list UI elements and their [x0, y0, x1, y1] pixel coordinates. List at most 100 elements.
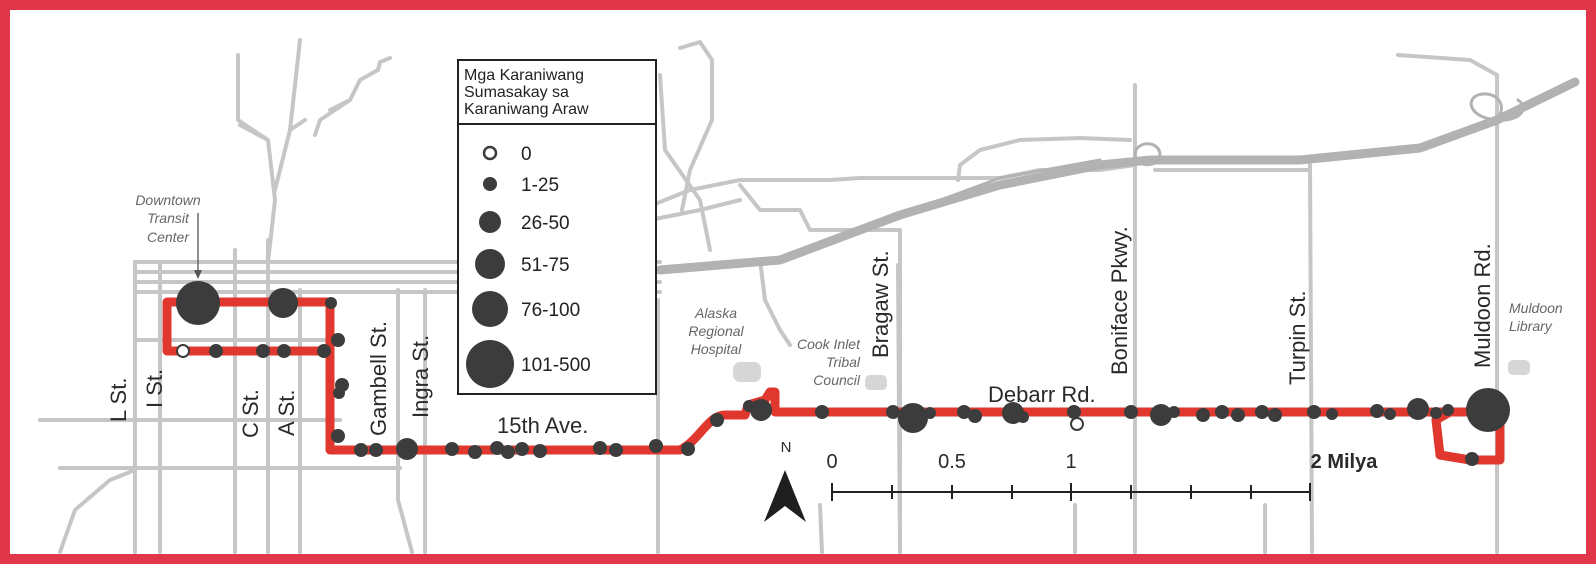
north-arrow-left-icon — [764, 470, 785, 522]
stop-marker[interactable] — [354, 443, 368, 457]
stop-marker[interactable] — [1326, 408, 1338, 420]
stop-marker[interactable] — [209, 344, 223, 358]
stop-marker[interactable] — [1407, 398, 1429, 420]
stop-marker[interactable] — [317, 344, 331, 358]
stop-marker[interactable] — [533, 444, 547, 458]
street-label-boniface: Boniface Pkwy. — [1107, 226, 1132, 375]
stop-marker[interactable] — [1124, 405, 1138, 419]
legend-label-3: 51-75 — [521, 255, 570, 276]
stop-marker[interactable] — [1067, 405, 1081, 419]
stop-marker[interactable] — [681, 442, 695, 456]
stop-marker[interactable] — [886, 405, 900, 419]
stop-marker[interactable] — [490, 441, 504, 455]
legend-label-5: 101-500 — [521, 355, 591, 376]
stop-marker[interactable] — [1255, 405, 1269, 419]
stop-marker[interactable] — [501, 445, 515, 459]
hospital-marker — [733, 362, 761, 382]
downtown-pointer-arrow — [194, 270, 202, 279]
street-label-turpin: Turpin St. — [1285, 290, 1310, 385]
stop-marker[interactable] — [1196, 408, 1210, 422]
place-label-cook-inlet-0: Cook Inlet — [797, 336, 861, 352]
street-label-15th: 15th Ave. — [497, 413, 588, 438]
street-label-a: A St. — [274, 390, 299, 436]
stop-marker[interactable] — [1370, 404, 1384, 418]
street-network — [38, 38, 1499, 554]
place-label-downtown-2: Center — [147, 229, 190, 245]
place-label-hospital-1: Regional — [688, 323, 744, 339]
legend-title-line-2: Karaniwang Araw — [464, 101, 589, 118]
street-label-gambell: Gambell St. — [366, 321, 391, 436]
stop-marker[interactable] — [957, 405, 971, 419]
cook-inlet-marker — [865, 375, 887, 390]
stop-marker[interactable] — [176, 281, 220, 325]
stop-marker[interactable] — [649, 439, 663, 453]
street-labels: L St. I St. C St. A St. Gambell St. Ingr… — [106, 226, 1495, 438]
stop-marker[interactable] — [710, 413, 724, 427]
stop-marker[interactable] — [1168, 406, 1180, 418]
library-marker — [1508, 360, 1530, 375]
place-label-hospital-2: Hospital — [691, 341, 742, 357]
stop-marker[interactable] — [1150, 404, 1172, 426]
stop-marker[interactable] — [268, 288, 298, 318]
stop-marker[interactable] — [1430, 407, 1442, 419]
legend-symbol-0 — [482, 145, 498, 161]
stop-marker[interactable] — [369, 443, 383, 457]
stop-marker[interactable] — [256, 344, 270, 358]
place-label-downtown-0: Downtown — [135, 192, 201, 208]
place-labels: Downtown Transit Center Alaska Regional … — [135, 192, 1563, 388]
stop-marker[interactable] — [1384, 408, 1396, 420]
legend-symbol-4 — [472, 291, 508, 327]
legend-title-line-1: Sumasakay sa — [464, 84, 569, 101]
stop-marker[interactable] — [1442, 404, 1454, 416]
stop-marker[interactable] — [924, 407, 936, 419]
stop-marker[interactable] — [609, 443, 623, 457]
scale-tick-1: 1 — [1065, 451, 1076, 473]
stop-marker[interactable] — [277, 344, 291, 358]
stops-layer — [176, 281, 1510, 466]
stop-marker[interactable] — [815, 405, 829, 419]
street-label-muldoon: Muldoon Rd. — [1470, 243, 1495, 368]
street-label-l: L St. — [106, 378, 131, 422]
place-markers — [733, 360, 1530, 390]
legend-title-line-0: Mga Karaniwang — [464, 67, 584, 84]
stop-marker[interactable] — [1215, 405, 1229, 419]
place-label-hospital-0: Alaska — [694, 305, 737, 321]
street-label-ingra: Ingra St. — [408, 335, 433, 418]
stop-marker[interactable] — [468, 445, 482, 459]
glenn-highway — [655, 77, 1580, 275]
stop-marker[interactable] — [750, 399, 772, 421]
legend: Mga Karaniwang Sumasakay sa Karaniwang A… — [457, 59, 657, 395]
stop-marker[interactable] — [968, 409, 982, 423]
stop-marker[interactable] — [325, 297, 337, 309]
scale-tick-2: 2 Milya — [1311, 451, 1379, 473]
place-label-cook-inlet-2: Council — [813, 372, 861, 388]
stop-marker[interactable] — [333, 387, 345, 399]
stop-marker[interactable] — [1465, 452, 1479, 466]
place-label-cook-inlet-1: Tribal — [826, 354, 861, 370]
street-label-i: I St. — [142, 369, 167, 408]
north-label: N — [781, 439, 792, 456]
stop-marker[interactable] — [1466, 388, 1510, 432]
stop-marker[interactable] — [1017, 411, 1029, 423]
stop-marker[interactable] — [898, 403, 928, 433]
legend-symbol-2 — [479, 211, 501, 233]
stop-marker[interactable] — [1307, 405, 1321, 419]
stop-marker[interactable] — [1070, 417, 1084, 431]
stop-marker[interactable] — [445, 442, 459, 456]
legend-label-0: 0 — [521, 144, 532, 165]
stop-marker[interactable] — [331, 333, 345, 347]
legend-label-4: 76-100 — [521, 300, 580, 321]
stop-marker[interactable] — [331, 429, 345, 443]
stop-marker[interactable] — [593, 441, 607, 455]
stop-marker[interactable] — [1268, 408, 1282, 422]
legend-label-2: 26-50 — [521, 213, 570, 234]
legend-symbol-1 — [483, 177, 497, 191]
north-arrow-right-icon — [785, 470, 806, 522]
street-label-debarr: Debarr Rd. — [988, 382, 1096, 407]
stop-marker[interactable] — [1231, 408, 1245, 422]
stop-marker[interactable] — [176, 344, 190, 358]
stop-marker[interactable] — [396, 438, 418, 460]
stop-marker[interactable] — [515, 442, 529, 456]
